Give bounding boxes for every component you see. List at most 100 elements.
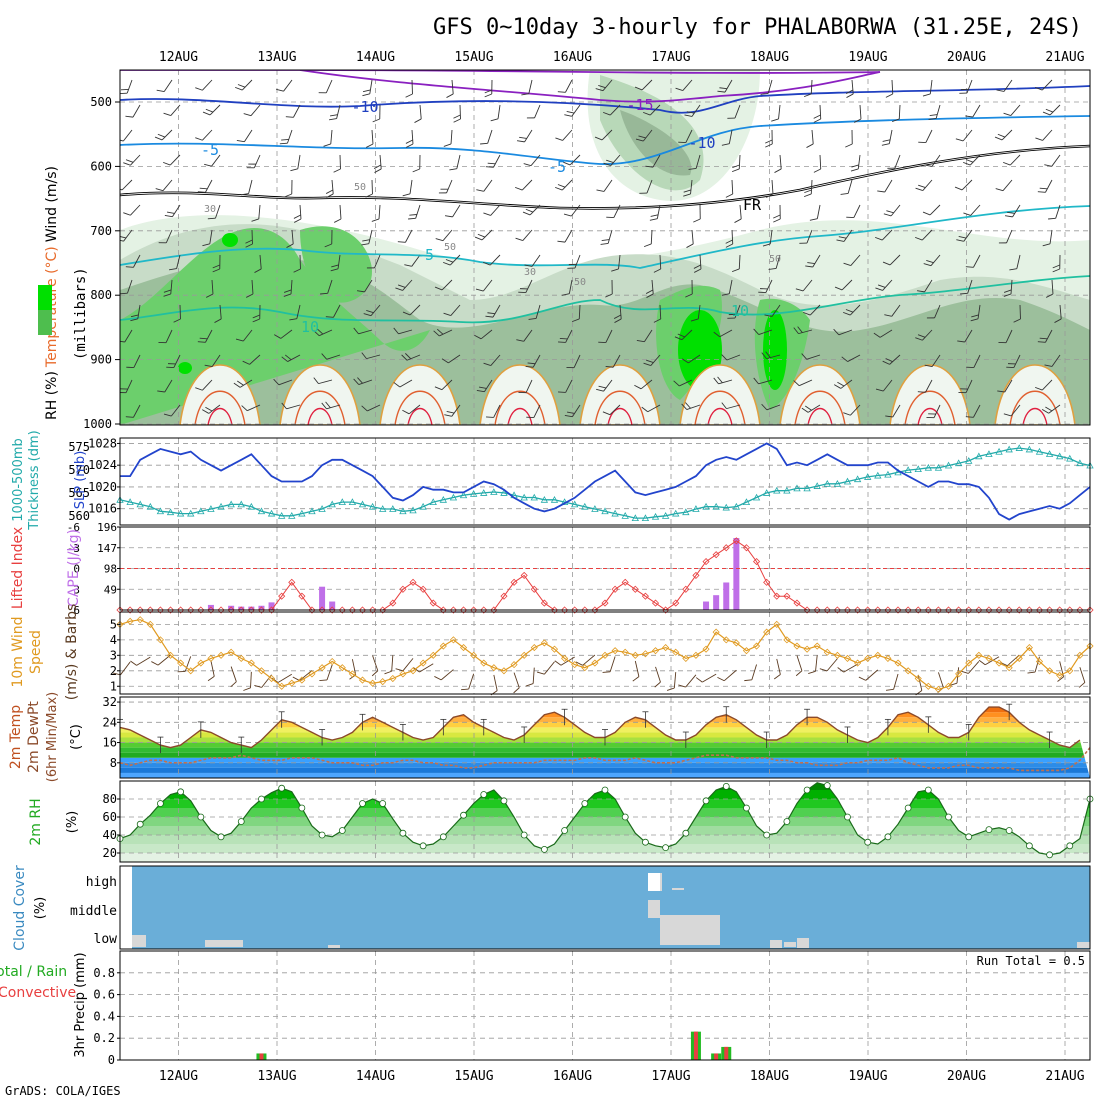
wind-barb bbox=[1045, 279, 1054, 298]
hot-contour bbox=[1022, 407, 1048, 425]
wind-speed-point bbox=[854, 659, 862, 667]
rh-point bbox=[1005, 827, 1013, 834]
wind-barb bbox=[273, 329, 293, 339]
wind-barb bbox=[954, 179, 973, 191]
wind-speed-line bbox=[119, 619, 1091, 691]
lifted-index-point bbox=[358, 606, 367, 614]
cape-bar bbox=[258, 605, 265, 610]
lifted-index-point bbox=[702, 558, 710, 566]
thickness-point bbox=[1076, 459, 1084, 467]
surface-wind-barb bbox=[461, 673, 475, 691]
wind-speed-point bbox=[843, 654, 852, 662]
wind-barb bbox=[595, 79, 613, 92]
wind-speed-point bbox=[500, 667, 508, 675]
contour-m10 bbox=[120, 85, 1090, 114]
warm-contour bbox=[494, 390, 546, 425]
wind-barb bbox=[602, 104, 621, 116]
wind-barb bbox=[571, 304, 581, 323]
tick-label: 565 bbox=[68, 486, 90, 500]
wind-barb bbox=[484, 79, 493, 98]
wind-barb bbox=[840, 179, 853, 195]
thickness-point bbox=[368, 502, 377, 510]
wind-barb bbox=[482, 254, 501, 266]
surface-wind-barb bbox=[207, 660, 215, 682]
tick-label: 8 bbox=[110, 756, 117, 770]
wind-speed-point bbox=[490, 664, 498, 672]
rh-point bbox=[520, 831, 528, 839]
warm-contour bbox=[179, 364, 261, 425]
wind-barb bbox=[965, 254, 981, 268]
thickness-point bbox=[783, 486, 791, 494]
wind-barb bbox=[202, 104, 221, 116]
wind-barb bbox=[753, 328, 773, 335]
cloud-cover-patch bbox=[770, 940, 782, 948]
wind-speed-point bbox=[752, 642, 761, 650]
wind-barb bbox=[438, 179, 453, 194]
thickness-point bbox=[722, 503, 730, 511]
lifted-index-point bbox=[348, 606, 356, 614]
contour-label: 30 bbox=[524, 267, 536, 278]
wind-barb bbox=[917, 379, 933, 393]
rh-point bbox=[298, 804, 306, 812]
wind-speed-point bbox=[1025, 644, 1033, 652]
contour-labels: -15 -10 -10 -5 -5 -5 10 10 FR 50 50 50 50 30 30 bbox=[201, 96, 781, 336]
rh-band bbox=[120, 790, 1090, 799]
thickness-point bbox=[975, 452, 983, 460]
wind-barb bbox=[802, 304, 821, 316]
warm-contour bbox=[594, 390, 646, 425]
wind-barb bbox=[558, 329, 573, 343]
wind-barb bbox=[528, 304, 541, 320]
wind-barb bbox=[922, 204, 941, 216]
wind-speed-point bbox=[682, 654, 690, 662]
wind-barb bbox=[202, 229, 213, 247]
thickness-point bbox=[914, 465, 922, 473]
thickness-point bbox=[1056, 452, 1064, 460]
precip-convective-bar bbox=[724, 1046, 729, 1060]
wind-speed-point bbox=[318, 664, 326, 672]
wind-barb bbox=[873, 329, 893, 338]
wind-barb bbox=[286, 229, 294, 248]
rh-point bbox=[642, 838, 649, 846]
temperature-panel: 32 24 16 8 2m Temp 2m DewPt (6hr Min/Max) (°C) bbox=[8, 692, 1091, 782]
lifted-index-point bbox=[742, 544, 751, 552]
slp-line bbox=[120, 442, 1091, 521]
thickness-point bbox=[793, 484, 801, 492]
wind-barb bbox=[125, 104, 141, 118]
surface-wind-barb bbox=[808, 655, 818, 674]
tick-label: 80 bbox=[103, 792, 117, 806]
thickness-point bbox=[995, 447, 1003, 455]
rh-point bbox=[783, 818, 791, 825]
thickness-point bbox=[712, 502, 720, 510]
rh-point bbox=[621, 813, 629, 821]
thickness-point bbox=[176, 509, 185, 517]
wind-barb bbox=[155, 179, 173, 192]
wind-barb bbox=[850, 154, 861, 172]
rh-point bbox=[844, 813, 851, 821]
wind-barb bbox=[333, 154, 341, 173]
cloud-cover-patch bbox=[797, 938, 809, 948]
wind-speed-point bbox=[459, 644, 468, 652]
wind-barb bbox=[600, 229, 613, 245]
thickness-point bbox=[752, 493, 761, 501]
wind-speed-point bbox=[156, 636, 164, 644]
rh-point bbox=[904, 804, 912, 812]
rh-point bbox=[945, 813, 952, 821]
thickness-point bbox=[874, 471, 882, 479]
wind-barb bbox=[965, 404, 981, 418]
wind-barb bbox=[1034, 79, 1053, 91]
wind-barb bbox=[173, 304, 181, 323]
wind-barb bbox=[799, 229, 813, 244]
wind-barb bbox=[1034, 379, 1053, 391]
surface-wind-barb bbox=[413, 663, 434, 673]
wind-barb bbox=[645, 154, 661, 168]
tick-label: 0.2 bbox=[93, 1031, 115, 1045]
lifted-index-point bbox=[1035, 606, 1044, 614]
wind-barb bbox=[611, 254, 621, 272]
wind-barb bbox=[1042, 104, 1061, 116]
wind-barb bbox=[564, 104, 581, 117]
wind-barb bbox=[606, 204, 621, 219]
cape-axis-label: CAPE (J/kg) bbox=[66, 529, 82, 607]
wind-barb bbox=[554, 179, 573, 191]
thickness-point bbox=[682, 508, 690, 516]
tick-label: 6 bbox=[73, 604, 80, 617]
